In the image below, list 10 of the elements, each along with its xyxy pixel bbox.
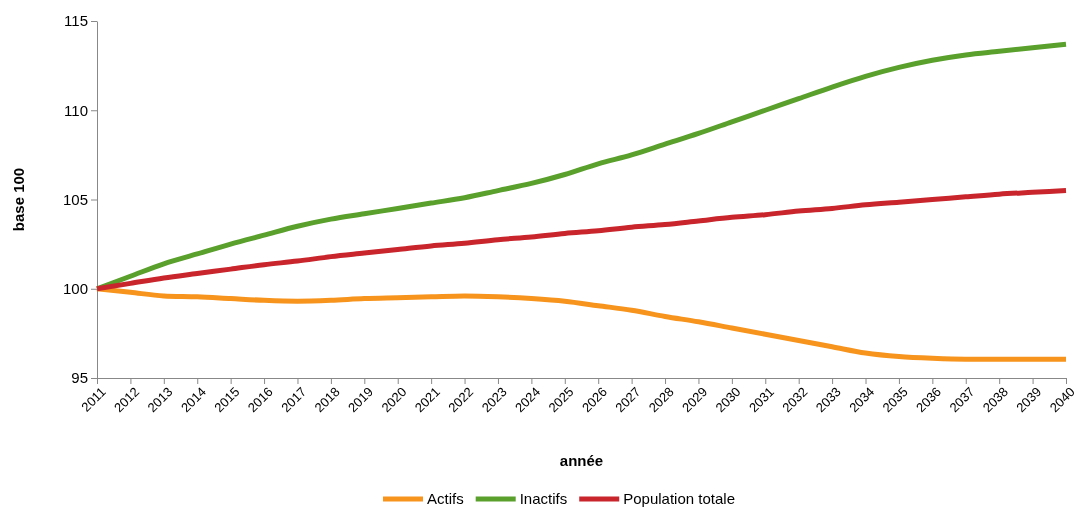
- y-axis-title: base 100: [10, 167, 27, 232]
- x-axis-title: année: [559, 452, 604, 469]
- legend-label: Inactifs: [519, 490, 568, 507]
- legend-label: Population totale: [623, 490, 735, 507]
- y-tick-label: 95: [71, 369, 88, 387]
- y-tick-label: 110: [64, 101, 88, 119]
- legend-label: Actifs: [427, 490, 464, 507]
- y-tick-label: 115: [64, 12, 88, 30]
- y-tick-label: 100: [62, 280, 88, 298]
- y-tick-label: 105: [62, 190, 88, 208]
